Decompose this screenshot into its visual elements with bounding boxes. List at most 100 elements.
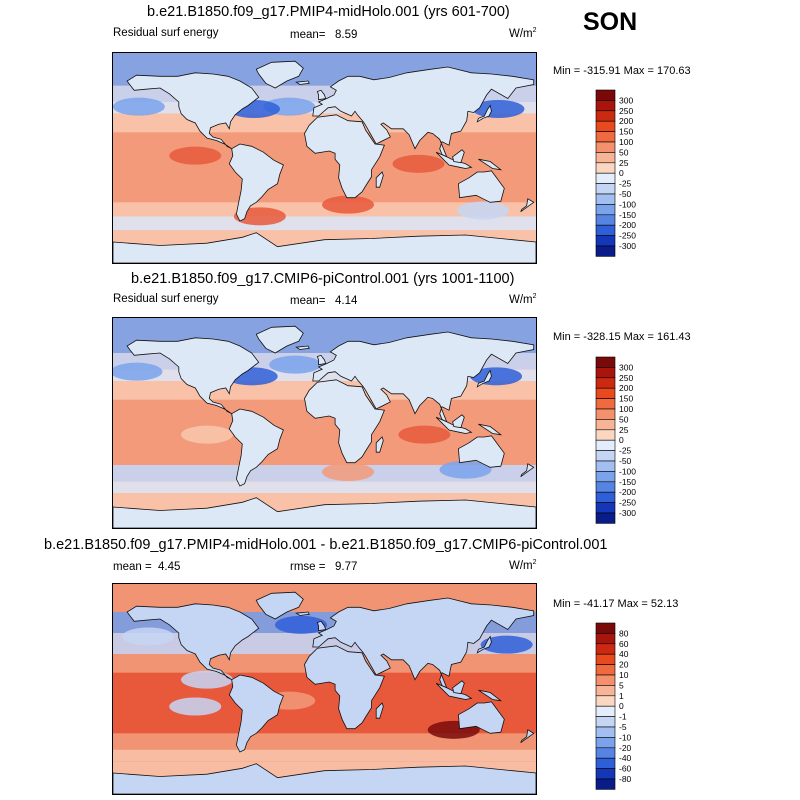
field-anomaly bbox=[169, 146, 222, 165]
field-anomaly bbox=[113, 97, 165, 116]
coastline-northAmerica bbox=[126, 337, 260, 415]
colorbar-swatch bbox=[595, 131, 616, 143]
panel-3-minmax: Min = -41.17 Max = 52.13 bbox=[553, 598, 679, 610]
coastline-iceland bbox=[295, 345, 310, 350]
colorbar-tick-label: -5 bbox=[619, 722, 627, 732]
panel-1-map bbox=[112, 52, 537, 264]
colorbar-tick-label: 20 bbox=[619, 660, 629, 670]
colorbar-swatch bbox=[595, 429, 616, 441]
colorbar-tick-label: 60 bbox=[619, 639, 629, 649]
field-anomaly bbox=[269, 355, 322, 374]
colorbar-swatch bbox=[595, 419, 616, 431]
colorbar-swatch bbox=[595, 141, 616, 153]
panel-2-colorbar: 300 250 200 150 100 50 25 0 -25 -50 -100 -150 -200 -2… bbox=[595, 356, 656, 525]
coastline-africa bbox=[304, 114, 385, 199]
coastline-greatBritain bbox=[316, 620, 327, 632]
coastline-greenland bbox=[255, 325, 304, 354]
colorbar-tick-label: -100 bbox=[619, 199, 636, 209]
colorbar-swatch bbox=[595, 377, 616, 389]
coastline-africa bbox=[304, 645, 385, 730]
coastline-borneo bbox=[452, 414, 465, 429]
field-anomaly bbox=[181, 425, 233, 444]
panel-3-rmse-value: 9.77 bbox=[335, 561, 358, 573]
panel-1-mean-label: mean= bbox=[290, 29, 326, 41]
colorbar-swatch bbox=[595, 768, 616, 780]
colorbar-swatch bbox=[595, 695, 616, 707]
panel-1-minmax: Min = -315.91 Max = 170.63 bbox=[553, 65, 691, 77]
colorbar-tick-label: -200 bbox=[619, 220, 636, 230]
coastline-eurasia bbox=[312, 66, 535, 158]
colorbar-tick-label: 50 bbox=[619, 414, 629, 424]
panel-1-title: b.e21.B1850.f09_g17.PMIP4-midHolo.001 (y… bbox=[147, 4, 510, 20]
field-anomaly bbox=[122, 627, 175, 646]
colorbar-swatch bbox=[595, 633, 616, 645]
field-anomaly bbox=[470, 367, 523, 386]
colorbar-tick-label: 300 bbox=[619, 362, 633, 372]
colorbar-swatch bbox=[595, 778, 616, 790]
colorbar-tick-label: -10 bbox=[619, 732, 632, 742]
colorbar-swatch bbox=[595, 110, 616, 122]
colorbar-swatch bbox=[595, 685, 616, 697]
colorbar-tick-label: 10 bbox=[619, 670, 629, 680]
colorbar-swatch bbox=[595, 747, 616, 759]
field-anomaly bbox=[275, 615, 327, 634]
colorbar-swatch bbox=[595, 100, 616, 112]
field-anomaly bbox=[322, 463, 374, 481]
coastline-southAmerica bbox=[228, 674, 284, 753]
panel-3-mean-value: 4.45 bbox=[158, 561, 181, 573]
colorbar-swatch bbox=[595, 705, 616, 717]
coastline-greenland bbox=[255, 591, 304, 620]
coastline-australia bbox=[457, 170, 505, 203]
panel-1-colorbar: 300 250 200 150 100 50 25 0 -25 -50 -100 -150 -200 -2… bbox=[595, 89, 656, 258]
colorbar-swatch bbox=[595, 235, 616, 247]
colorbar-tick-label: -20 bbox=[619, 743, 632, 753]
field-band bbox=[113, 481, 536, 493]
colorbar-tick-label: -100 bbox=[619, 466, 636, 476]
coastline-japan bbox=[476, 104, 492, 123]
colorbar-tick-label: -300 bbox=[619, 241, 636, 251]
panel-2-mean-value: 4.14 bbox=[335, 295, 358, 307]
colorbar-tick-label: -50 bbox=[619, 456, 632, 466]
coastline-greatBritain bbox=[316, 89, 327, 101]
colorbar-tick-label: 0 bbox=[619, 701, 624, 711]
coastline-australia bbox=[457, 435, 505, 468]
colorbar-tick-label: 200 bbox=[619, 383, 633, 393]
colorbar-swatch bbox=[595, 737, 616, 749]
coastline-northAmerica bbox=[126, 603, 260, 681]
coastline-eurasia bbox=[312, 331, 535, 423]
panel-3-units: W/m2 bbox=[509, 559, 537, 572]
coastline-madagascar bbox=[375, 702, 384, 719]
colorbar-swatch bbox=[595, 245, 616, 257]
colorbar-swatch bbox=[595, 716, 616, 728]
colorbar-swatch bbox=[595, 471, 616, 483]
coastline-africa bbox=[304, 379, 385, 464]
colorbar-swatch bbox=[595, 622, 616, 634]
panel-2-units: W/m2 bbox=[509, 293, 537, 306]
colorbar-tick-label: -200 bbox=[619, 487, 636, 497]
field-band bbox=[113, 202, 536, 217]
field-band bbox=[113, 216, 536, 231]
colorbar-tick-label: 40 bbox=[619, 649, 629, 659]
colorbar-swatch bbox=[595, 367, 616, 379]
colorbar-swatch bbox=[595, 674, 616, 686]
colorbar-tick-label: 50 bbox=[619, 147, 629, 157]
colorbar-swatch bbox=[595, 491, 616, 503]
colorbar-tick-label: 250 bbox=[619, 373, 633, 383]
colorbar-tick-label: 150 bbox=[619, 394, 633, 404]
coastline-japan bbox=[476, 635, 492, 654]
colorbar-swatch bbox=[595, 450, 616, 462]
coastline-newZealand bbox=[520, 463, 535, 478]
season-label: SON bbox=[583, 8, 638, 36]
colorbar-tick-label: -150 bbox=[619, 210, 636, 220]
colorbar-tick-label: 1 bbox=[619, 691, 624, 701]
panel-1-mean-value: 8.59 bbox=[335, 29, 358, 41]
colorbar-swatch bbox=[595, 664, 616, 676]
colorbar-tick-label: 300 bbox=[619, 95, 633, 105]
field-anomaly bbox=[398, 425, 451, 444]
colorbar-tick-label: 150 bbox=[619, 127, 633, 137]
colorbar-swatch bbox=[595, 512, 616, 524]
colorbar-swatch bbox=[595, 172, 616, 184]
colorbar-tick-label: -1 bbox=[619, 712, 627, 722]
coastline-newZealand bbox=[520, 198, 535, 213]
colorbar-swatch bbox=[595, 439, 616, 451]
